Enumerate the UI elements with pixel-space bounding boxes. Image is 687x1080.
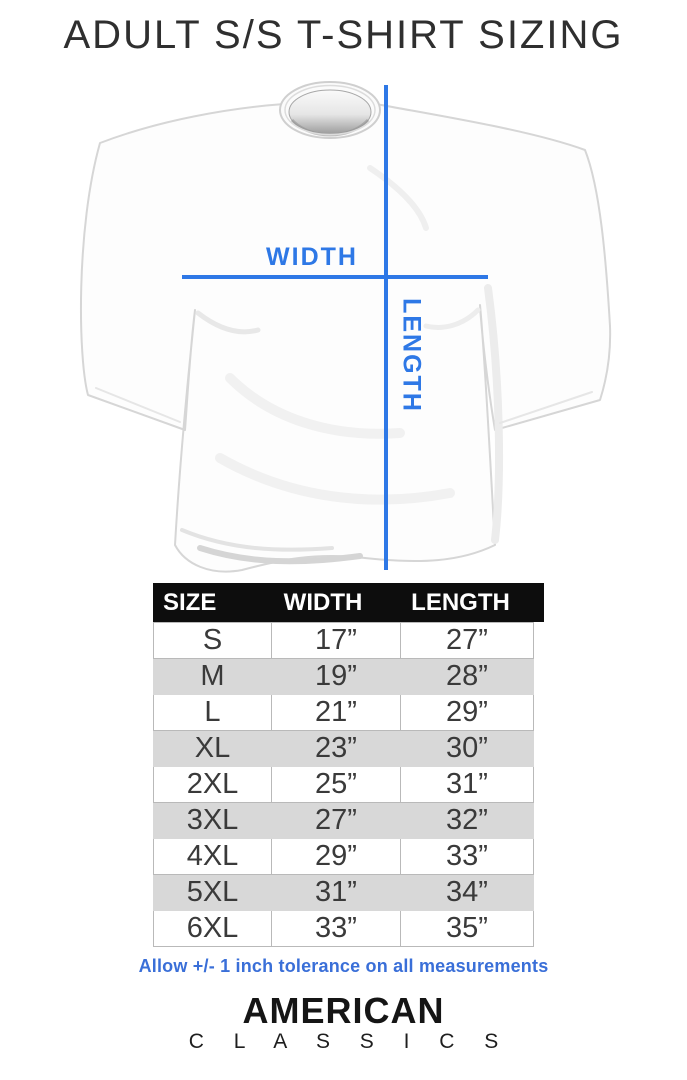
cell-width: 23” [271,730,401,767]
length-label: LENGTH [397,298,426,413]
cell-length: 32” [400,802,534,839]
cell-length: 31” [400,766,534,803]
tshirt-diagram [70,78,615,578]
width-label: WIDTH [266,243,358,271]
table-row: XL 23” 30” [153,730,534,767]
brand-name-american: AMERICAN [242,990,445,1031]
wrinkle-shading [95,165,593,565]
tshirt-body [79,94,612,573]
cell-size: 3XL [153,802,272,839]
cell-size: 4XL [153,838,272,875]
brand-name-classics: C L A S S I C S [188,1030,511,1053]
cell-size: 6XL [153,910,272,947]
table-row: S 17” 27” [153,622,534,659]
cell-size: XL [153,730,272,767]
cell-width: 27” [271,802,401,839]
cell-size: S [153,622,272,659]
brand-logo: AMERICAN C L A S S I C S [0,992,687,1054]
table-row: 2XL 25” 31” [153,766,534,803]
cell-width: 29” [271,838,401,875]
cell-width: 31” [271,874,401,911]
cell-size: 5XL [153,874,272,911]
size-chart-table: SIZE WIDTH LENGTH S 17” 27” M 19” 28” L … [153,583,544,947]
table-row: 5XL 31” 34” [153,874,534,911]
cell-length: 28” [400,658,534,695]
cell-length: 30” [400,730,534,767]
table-row: L 21” 29” [153,694,534,731]
cell-width: 17” [271,622,401,659]
column-header-size: SIZE [163,588,217,616]
tshirt-illustration [79,81,612,573]
cell-length: 29” [400,694,534,731]
cell-length: 34” [400,874,534,911]
tolerance-note: Allow +/- 1 inch tolerance on all measur… [138,956,549,976]
cell-length: 27” [400,622,534,659]
cell-length: 35” [400,910,534,947]
page-title: ADULT S/S T-SHIRT SIZING [63,13,624,57]
cell-length: 33” [400,838,534,875]
cell-width: 25” [271,766,401,803]
table-row: 6XL 33” 35” [153,910,534,947]
column-header-length: LENGTH [411,588,510,616]
table-row: M 19” 28” [153,658,534,695]
table-row: 4XL 29” 33” [153,838,534,875]
cell-width: 19” [271,658,401,695]
size-table-header: SIZE WIDTH LENGTH [153,583,544,622]
cell-size: L [153,694,272,731]
column-header-width: WIDTH [283,588,363,616]
cell-width: 33” [271,910,401,947]
cell-size: M [153,658,272,695]
collar [279,81,381,139]
cell-size: 2XL [153,766,272,803]
table-row: 3XL 27” 32” [153,802,534,839]
cell-width: 21” [271,694,401,731]
size-table-body: S 17” 27” M 19” 28” L 21” 29” XL 23” 30”… [153,622,534,947]
